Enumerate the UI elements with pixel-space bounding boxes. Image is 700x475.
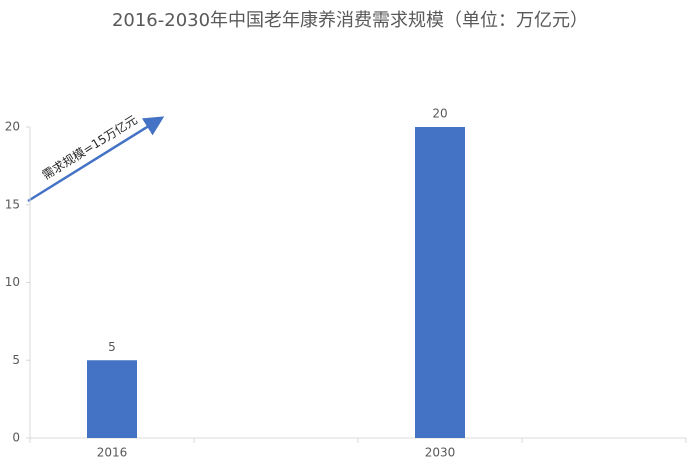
x-tick-label: 2016	[97, 446, 128, 460]
y-tick-label: 15	[5, 197, 20, 211]
value-label: 5	[108, 340, 116, 354]
bar	[415, 127, 465, 438]
annotation-arrow	[27, 116, 165, 203]
y-tick-label: 5	[12, 353, 20, 367]
y-tick-label: 10	[5, 275, 20, 289]
y-tick-label: 20	[5, 120, 20, 134]
bar	[87, 360, 137, 438]
chart-title: 2016-2030年中国老年康养消费需求规模（单位：万亿元）	[112, 10, 588, 31]
value-label: 20	[432, 107, 447, 121]
x-tick-label: 2030	[425, 446, 456, 460]
y-tick-label: 0	[12, 431, 20, 445]
annotation: 需求规模=15万亿元	[39, 112, 140, 183]
